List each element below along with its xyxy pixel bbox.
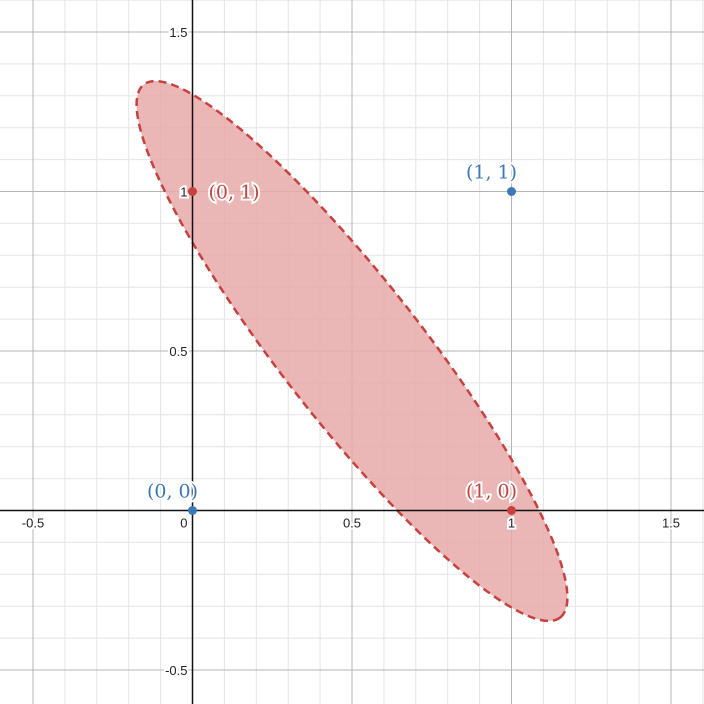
origin-tick-label: 0 <box>180 516 187 531</box>
data-point <box>188 187 197 196</box>
point-label: (0, 0) <box>147 481 198 503</box>
x-tick-label: 1.5 <box>662 516 680 531</box>
point-label: (0, 1) <box>209 182 260 204</box>
data-point <box>507 506 516 515</box>
data-point <box>507 187 516 196</box>
y-tick-label: 0.5 <box>169 344 187 359</box>
shaded-region <box>135 79 569 623</box>
point-label: (1, 0) <box>466 481 517 503</box>
data-point <box>188 506 197 515</box>
x-tick-label: 1 <box>508 516 515 531</box>
shaded-ellipse <box>135 79 569 623</box>
tick-labels: -0.5 0.5 1 1.5 -0.5 0.5 1 1.5 0 <box>20 23 682 680</box>
y-tick-label: 1.5 <box>169 25 187 40</box>
x-tick-label: -0.5 <box>22 516 44 531</box>
point-labels: (0, 0) (1, 1) (0, 1) (1, 0) <box>145 160 519 505</box>
points <box>188 187 516 515</box>
x-tick-label: 0.5 <box>343 516 361 531</box>
point-label: (1, 1) <box>466 162 517 184</box>
y-tick-label: -0.5 <box>165 663 187 678</box>
y-tick-label: 1 <box>180 185 187 200</box>
